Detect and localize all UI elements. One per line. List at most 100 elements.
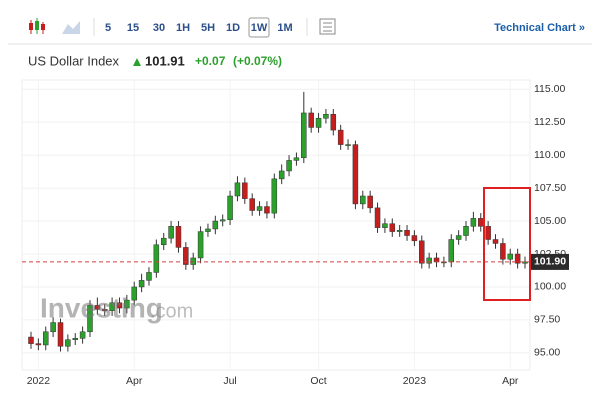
candle-body (374, 207, 381, 228)
candle-body (183, 247, 189, 265)
candle-body (411, 235, 418, 242)
candle-body (101, 309, 108, 311)
y-tick-label: 95.00 (534, 347, 560, 359)
table-icon[interactable] (319, 18, 336, 35)
candle-icon[interactable] (29, 18, 45, 34)
candle-body (65, 339, 71, 347)
candle-body (146, 272, 152, 281)
candle-body (28, 336, 34, 344)
interval-button[interactable]: 15 (127, 22, 139, 34)
watermark: Investing (40, 292, 163, 323)
candle-body (131, 286, 137, 301)
x-tick-label: 2023 (403, 375, 427, 387)
candle-body (271, 178, 278, 214)
interval-button[interactable]: 1M (277, 22, 292, 34)
current-price-label: 101.90 (534, 256, 566, 268)
candle-body (360, 195, 366, 205)
candle-body (42, 331, 49, 346)
candle-body (389, 223, 396, 232)
interval-button[interactable]: 1D (226, 22, 240, 34)
highlight-box (483, 187, 531, 301)
candle-body (227, 195, 233, 220)
candle-body (492, 239, 499, 244)
candle-body (315, 117, 322, 128)
candle-body (367, 195, 373, 209)
candle-body (404, 230, 410, 236)
candle-body (522, 261, 528, 264)
candle-body (205, 228, 211, 232)
candle-body (396, 230, 403, 232)
x-tick-label: Apr (502, 375, 519, 387)
candle-body (50, 322, 56, 333)
candle-body (478, 218, 484, 227)
x-tick-label: 2022 (27, 375, 51, 387)
interval-button[interactable]: 1H (176, 22, 190, 34)
y-tick-label: 97.50 (534, 314, 560, 326)
candle-body (197, 231, 204, 259)
x-tick-label: Jul (223, 375, 236, 387)
y-tick-label: 110.00 (534, 149, 565, 161)
candle-body (175, 226, 182, 248)
interval-button[interactable]: 5 (105, 22, 111, 34)
candle-body (109, 302, 115, 311)
interval-button[interactable]: 5H (201, 22, 215, 34)
candle-body (514, 253, 521, 264)
candle-body (160, 237, 167, 246)
y-tick-label: 107.50 (534, 182, 566, 194)
x-tick-label: Oct (310, 375, 326, 387)
current-price-box (531, 253, 569, 270)
y-tick-label: 100.00 (534, 281, 566, 293)
candle-body (293, 157, 300, 161)
y-tick-label: 115.00 (534, 83, 565, 95)
candle-body (337, 129, 344, 145)
interval-button[interactable]: 1W (251, 22, 268, 34)
candle-body (463, 226, 469, 236)
candle-body (323, 114, 329, 119)
candle-body (345, 144, 351, 146)
candle-body (301, 112, 307, 159)
candle-body (212, 220, 219, 230)
candle-body (308, 112, 314, 128)
toolbar (0, 0, 599, 44)
candle-body (242, 182, 248, 199)
candle-body (433, 257, 440, 263)
candle-body (330, 114, 337, 131)
candle-body (256, 206, 263, 211)
change-percent: (+0.07%) (233, 54, 282, 68)
candle-body (168, 226, 174, 239)
candle-body (234, 182, 241, 197)
candle-body (116, 302, 123, 309)
candle-body (419, 240, 425, 264)
instrument-name: US Dollar Index (28, 53, 120, 68)
candle-body (448, 239, 455, 263)
selected-button-frame (248, 17, 270, 38)
candle-body (352, 144, 359, 205)
x-tick-label: Apr (126, 375, 143, 387)
candle-body (138, 280, 145, 288)
area-chart-icon[interactable] (62, 21, 80, 34)
candle-body (87, 305, 93, 333)
candle-body (57, 322, 64, 347)
candle-body (219, 219, 226, 222)
y-tick-label: 105.00 (534, 215, 566, 227)
interval-buttons: 5 15 30 1H 5H 1D 1W 1M (105, 17, 293, 38)
change: +0.07 (195, 54, 226, 68)
candle-body (190, 257, 196, 265)
candle-body (79, 331, 86, 339)
candle-body (249, 198, 255, 211)
candle-body (35, 343, 42, 346)
candle-body (507, 253, 514, 260)
candle-body (485, 226, 491, 240)
technical-chart-link[interactable]: Technical Chart » (494, 22, 585, 34)
up-arrow (133, 58, 141, 66)
candle-body (72, 338, 78, 340)
plot-area (21, 79, 531, 371)
interval-button[interactable]: 30 (153, 22, 165, 34)
price: 101.91 (145, 53, 185, 68)
y-tick-label: 112.50 (534, 116, 565, 128)
candle-body (286, 160, 292, 172)
candle-body (153, 244, 160, 273)
candle-body (278, 170, 285, 180)
